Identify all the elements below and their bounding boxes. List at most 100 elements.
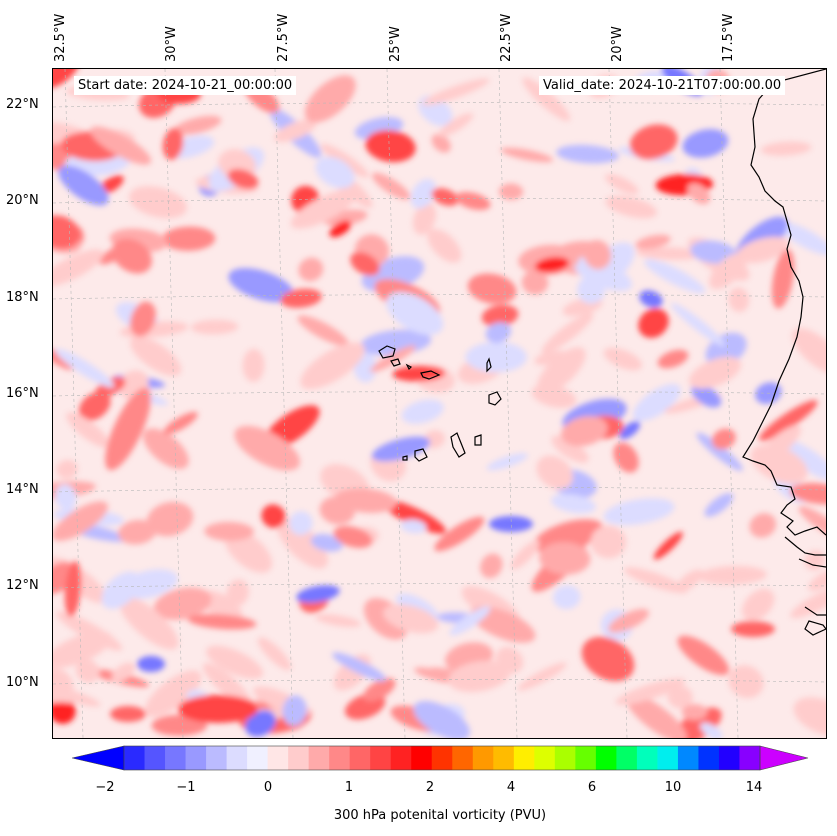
colorbar-segment [411, 746, 433, 770]
colorbar [72, 745, 809, 771]
pv-contour-blob [465, 341, 527, 373]
pv-contour-blob [728, 665, 764, 699]
pv-contour-blob [500, 147, 554, 163]
pv-contour-blob [577, 275, 605, 304]
lon-label: 22.5°W [499, 13, 514, 62]
colorbar-segment [554, 746, 576, 770]
pv-field-layer [53, 69, 826, 738]
pv-contour-blob [615, 678, 686, 705]
pv-contour-blob [449, 606, 491, 636]
pv-contour-blob [153, 587, 212, 620]
colorbar-segment [247, 746, 269, 770]
pv-contour-blob [145, 670, 202, 717]
colorbar-segment [595, 746, 617, 770]
pv-contour-blob [667, 685, 693, 709]
pv-contour-blob [98, 175, 124, 194]
pv-contour-blob [280, 288, 322, 308]
pv-contour-blob [383, 604, 439, 634]
pv-contour-blob [202, 663, 253, 708]
pv-contour-blob [53, 501, 108, 541]
pv-contour-blob [808, 568, 826, 591]
parallel [53, 679, 826, 685]
pv-contour-blob [498, 183, 524, 200]
colorbar-segment [267, 746, 289, 770]
pv-contour-blob [329, 220, 352, 238]
island [474, 434, 482, 446]
pv-contour-blob [227, 168, 259, 190]
colorbar-tick: 6 [587, 780, 597, 795]
island [488, 391, 502, 406]
pv-contour-blob [206, 645, 264, 679]
colorbar-segment [616, 746, 638, 770]
colorbar-segment [165, 746, 187, 770]
africa-coastline [804, 620, 826, 636]
pv-contour-blob [709, 252, 747, 290]
pv-contour-blob [691, 384, 722, 408]
pv-contour-blob [137, 656, 165, 672]
pv-contour-blob [410, 178, 437, 209]
pv-contour-blob [759, 400, 818, 441]
lat-label: 12°N [6, 578, 39, 593]
pv-contour-blob [163, 411, 198, 435]
pv-contour-blob [728, 287, 750, 312]
pv-contour-blob [234, 425, 300, 471]
pv-contour-blob [434, 516, 485, 552]
pv-contour-blob [382, 499, 446, 534]
colorbar-extend-low [72, 745, 125, 771]
parallel [53, 198, 826, 204]
pv-contour-blob [605, 174, 639, 195]
parallel [53, 583, 826, 589]
colorbar-segment [575, 746, 597, 770]
pv-contour-blob [603, 498, 675, 526]
island [450, 432, 466, 458]
valid-date-label: Valid_date: 2024-10-21T07:00:00.00 [539, 76, 786, 95]
parallel [53, 102, 826, 108]
lat-label: 16°N [6, 386, 39, 401]
africa-coastline [784, 536, 826, 556]
pv-contour-blob [541, 313, 594, 354]
pv-contour-blob [438, 113, 474, 138]
pv-contour-blob [486, 453, 528, 471]
pv-contour-blob [110, 706, 146, 722]
island [390, 358, 401, 367]
map-panel[interactable] [52, 68, 827, 739]
pv-contour-blob [619, 421, 641, 440]
colorbar-segment [472, 746, 494, 770]
pv-contour-blob [53, 249, 104, 287]
pv-contour-blob [537, 347, 586, 394]
pv-contour-blob [422, 78, 490, 106]
pv-contour-blob [657, 349, 689, 369]
pv-contour-blob [736, 236, 790, 264]
pv-contour-blob [522, 77, 571, 121]
pv-contour-blob [276, 517, 328, 569]
pv-contour-blob [228, 268, 294, 303]
colorbar-tick: 0 [263, 780, 273, 795]
pv-contour-blob [350, 252, 380, 276]
colorbar-tick: −1 [176, 780, 196, 795]
pv-contour-blob [105, 387, 151, 471]
pv-contour-blob [431, 134, 451, 153]
pv-contour-blob [146, 501, 194, 537]
pv-contour-blob [298, 257, 324, 282]
pv-contour-blob [173, 115, 222, 135]
lon-label: 25°W [388, 26, 403, 62]
lat-label: 18°N [6, 290, 39, 305]
gridlines [53, 69, 826, 738]
pv-contour-blob [53, 346, 74, 370]
colorbar-segment [329, 746, 351, 770]
lat-label: 10°N [6, 675, 39, 690]
pv-contour-blob [414, 667, 459, 684]
pv-contour-blob [332, 652, 387, 682]
pv-contour-blob [536, 455, 573, 490]
pv-contour-blob [804, 550, 826, 571]
pv-contour-blob [162, 226, 216, 251]
africa-coastline [804, 606, 826, 616]
pv-contour-blob [581, 636, 635, 682]
pv-field-map[interactable] [53, 69, 826, 738]
island [378, 345, 396, 359]
pv-contour-blob [792, 328, 826, 374]
pv-contour-blob [178, 695, 258, 723]
pv-contour-blob [66, 412, 110, 448]
colorbar-tick: 2 [425, 780, 435, 795]
pv-contour-blob [573, 257, 632, 292]
